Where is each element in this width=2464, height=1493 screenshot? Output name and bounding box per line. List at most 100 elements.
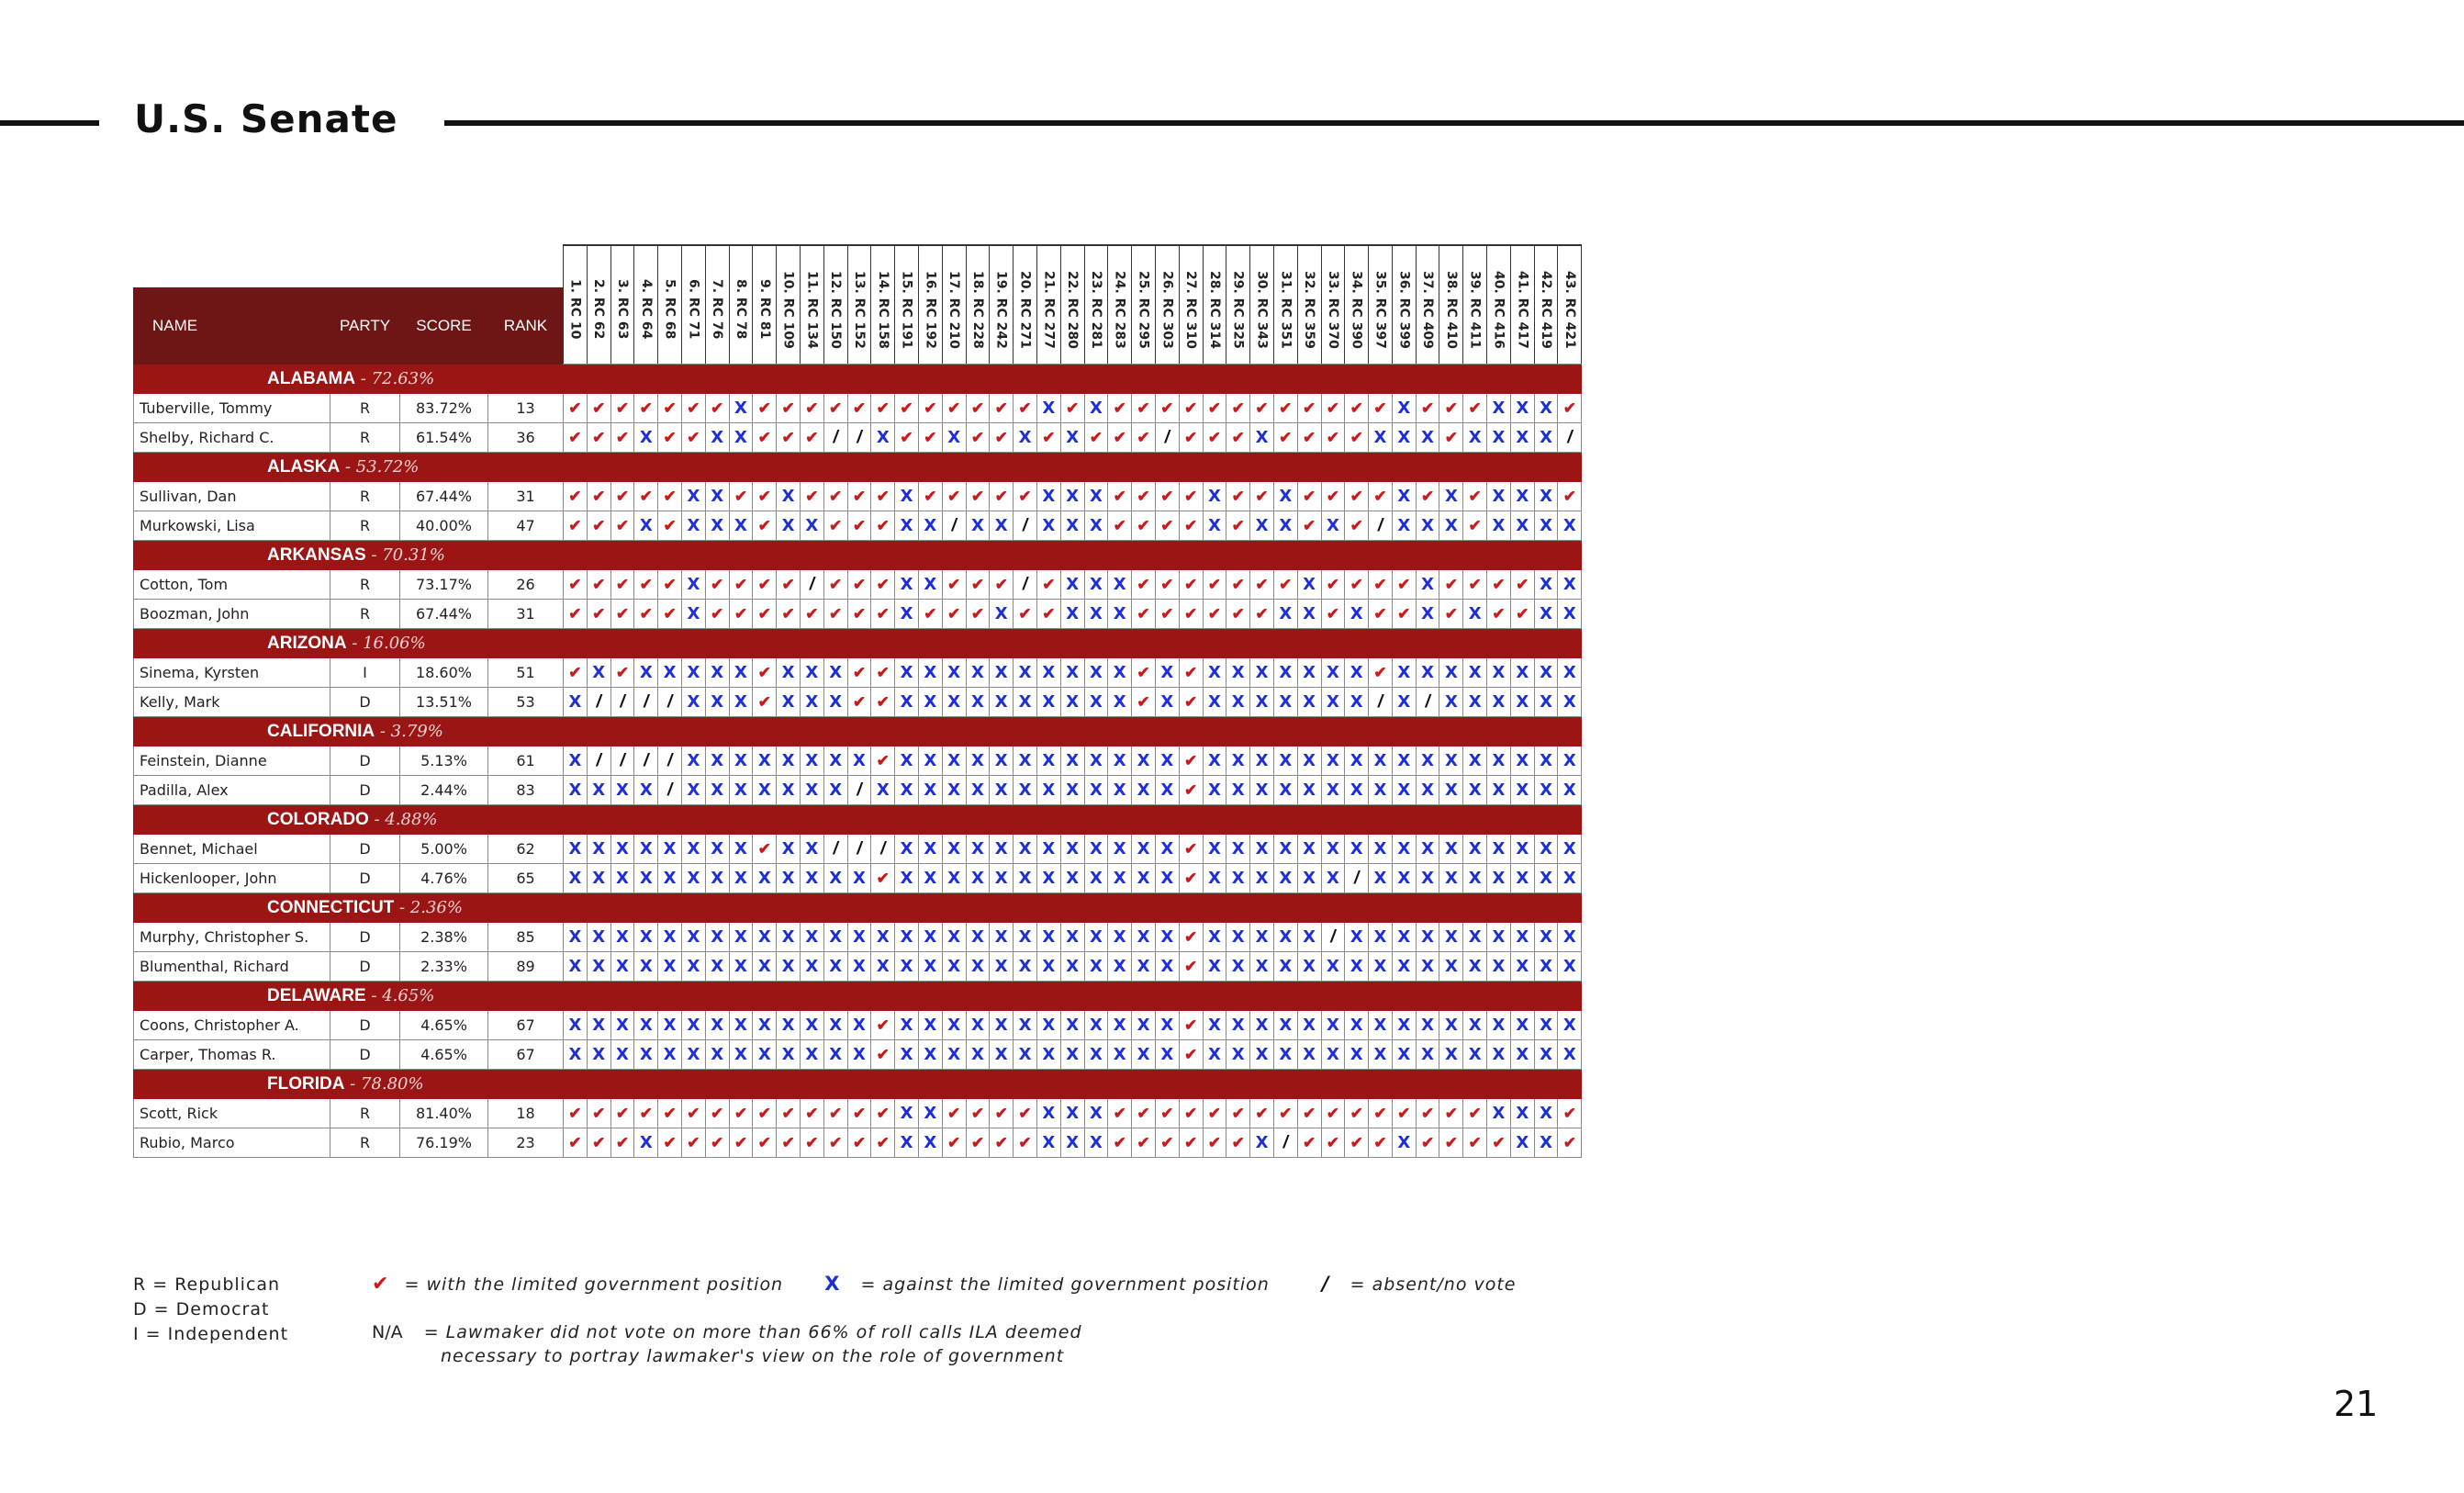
state-name: CALIFORNIA [267, 721, 375, 741]
senator-score: 67.44% [399, 599, 488, 629]
against-vote-icon: X [586, 951, 611, 982]
with-vote-icon: ✔ [1249, 393, 1274, 423]
against-vote-icon: X [870, 922, 896, 952]
roll-call-label: 10. RC 109 [780, 270, 796, 349]
with-vote-icon: ✔ [1154, 511, 1180, 541]
senator-rank: 67 [487, 1039, 564, 1070]
against-vote-icon: X [1557, 1039, 1583, 1070]
with-vote-icon: ✔ [586, 569, 611, 600]
with-vote-icon: ✔ [776, 599, 801, 629]
against-vote-icon: X [989, 1010, 1014, 1040]
against-vote-icon: X [917, 746, 943, 776]
with-vote-icon: ✔ [1249, 599, 1274, 629]
against-vote-icon: X [1368, 863, 1393, 893]
absent-vote-icon: / [1557, 422, 1583, 453]
with-vote-icon: ✔ [657, 422, 682, 453]
with-vote-icon: ✔ [870, 687, 896, 717]
with-vote-icon: ✔ [1013, 393, 1037, 423]
with-vote-icon: ✔ [846, 393, 872, 423]
with-vote-icon: ✔ [1462, 481, 1488, 511]
with-vote-icon: ✔ [1296, 393, 1322, 423]
against-vote-icon: X [1083, 1039, 1109, 1070]
against-vote-icon: X [704, 657, 730, 688]
against-vote-icon: X [917, 775, 943, 805]
vote-table: 1. RC 10 2. RC 62 3. RC 63 4. RC 64 5. RC 68… [132, 244, 1583, 1158]
vote-legend: ✔ = with the limited government position… [372, 1273, 1517, 1296]
against-vote-icon: X [1059, 481, 1085, 511]
with-vote-icon: ✔ [1013, 1128, 1037, 1158]
with-vote-icon: ✔ [704, 599, 730, 629]
with-vote-icon: ✔ [1178, 511, 1204, 541]
with-vote-icon: ✔ [989, 481, 1014, 511]
with-vote-icon: ✔ [1391, 569, 1417, 600]
absent-vote-icon: / [1415, 687, 1440, 717]
against-vote-icon: X [1509, 393, 1535, 423]
against-vote-icon: X [1296, 1010, 1322, 1040]
against-vote-icon: X [1154, 834, 1180, 864]
against-vote-icon: X [1036, 657, 1061, 688]
with-vote-icon: ✔ [1439, 422, 1464, 453]
with-vote-icon: ✔ [1107, 393, 1133, 423]
with-vote-icon: ✔ [1368, 481, 1393, 511]
against-vote-icon: X [1036, 1039, 1061, 1070]
against-vote-icon: X [586, 834, 611, 864]
roll-call-label: 20. RC 271 [1017, 270, 1033, 349]
against-vote-icon: X [1509, 657, 1535, 688]
against-vote-icon: X [1107, 834, 1133, 864]
with-vote-icon: ✔ [728, 1128, 754, 1158]
against-vote-icon: X [1202, 481, 1227, 511]
roll-call-header: 31. RC 351 [1272, 244, 1298, 365]
against-vote-icon: X [1391, 393, 1417, 423]
state-row: ARIZONA - 16.06% [132, 628, 1583, 658]
senator-name: Sinema, Kyrsten [133, 657, 330, 688]
senator-rank: 26 [487, 569, 564, 600]
with-vote-icon: ✔ [870, 1098, 896, 1128]
against-vote-icon: X [776, 746, 801, 776]
against-vote-icon: X [1557, 569, 1583, 600]
against-vote-icon: X [680, 1039, 706, 1070]
against-vote-icon: X [989, 922, 1014, 952]
absent-vote-icon: / [657, 775, 682, 805]
roll-call-header: 34. RC 390 [1344, 244, 1370, 365]
against-vote-icon: X [776, 657, 801, 688]
senator-name: Bennet, Michael [133, 834, 330, 864]
roll-call-header: 35. RC 397 [1368, 244, 1393, 365]
roll-call-label: 25. RC 295 [1136, 270, 1151, 349]
against-vote-icon: X [1296, 834, 1322, 864]
senator-score: 73.17% [399, 569, 488, 600]
against-vote-icon: X [1202, 775, 1227, 805]
against-vote-icon: X [989, 834, 1014, 864]
with-vote-icon: ✔ [1107, 481, 1133, 511]
against-vote-icon: X [1509, 951, 1535, 982]
against-vote-icon: X [1533, 775, 1559, 805]
against-vote-icon: X [823, 687, 848, 717]
against-vote-icon: X [799, 687, 824, 717]
against-vote-icon: X [1391, 657, 1417, 688]
with-vote-icon: ✔ [870, 1039, 896, 1070]
against-vote-icon: X [1509, 863, 1535, 893]
against-vote-icon: X [776, 775, 801, 805]
absent-vote-icon: / [1013, 511, 1037, 541]
state-name: ARKANSAS [267, 544, 366, 565]
with-vote-icon: ✔ [1013, 481, 1037, 511]
against-vote-icon: X [1272, 1039, 1298, 1070]
with-vote-icon: ✔ [1462, 1128, 1488, 1158]
against-vote-icon: X [1462, 922, 1488, 952]
against-vote-icon: X [941, 746, 967, 776]
against-vote-icon: X [1059, 1098, 1085, 1128]
senator-row: Rubio, Marco R 76.19% 23 ✔ ✔ ✔ X ✔ ✔ ✔ ✔ ✔ ✔ ✔ ✔ ✔ ✔ X X ✔ ✔ ✔… [133, 1128, 1583, 1158]
senator-party: R [330, 599, 400, 629]
absent-vote-icon: / [633, 687, 659, 717]
against-vote-icon: X [1368, 922, 1393, 952]
with-vote-icon: ✔ [1272, 393, 1298, 423]
with-vote-icon: ✔ [1391, 1098, 1417, 1128]
against-vote-icon: X [894, 775, 919, 805]
with-vote-icon: ✔ [776, 569, 801, 600]
against-vote-icon: X [1296, 687, 1322, 717]
senator-row: Scott, Rick R 81.40% 18 ✔ ✔ ✔ ✔ ✔ ✔ ✔ ✔ ✔ ✔ ✔ ✔ ✔ ✔ X X ✔ ✔ ✔ ✔… [133, 1098, 1583, 1128]
against-vote-icon: X [1509, 511, 1535, 541]
against-vote-icon: X [1415, 422, 1440, 453]
state-name: DELAWARE [267, 985, 366, 1005]
absent-vote-icon: / [1368, 687, 1393, 717]
roll-call-header: 12. RC 150 [823, 244, 848, 365]
